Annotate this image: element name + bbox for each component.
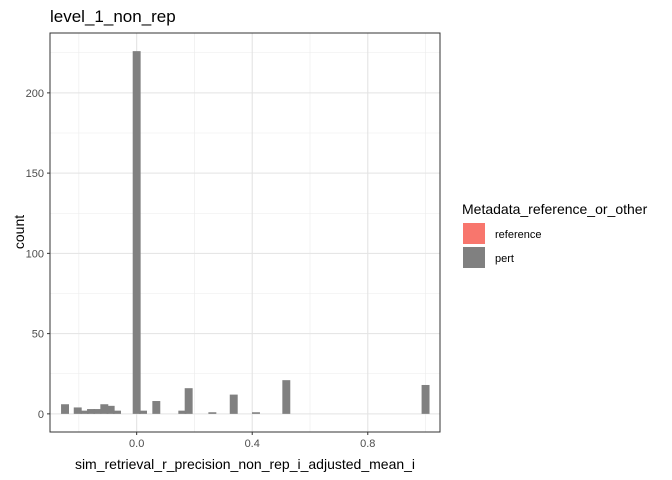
histogram-bar xyxy=(87,409,95,414)
legend-label-pert: pert xyxy=(495,253,514,265)
y-axis: 0 50 100 150 200 xyxy=(26,88,50,421)
legend-key-reference xyxy=(463,223,485,244)
histogram-bar xyxy=(208,412,217,414)
histogram-bar xyxy=(178,410,187,414)
histogram-bar xyxy=(100,404,109,414)
histogram-bar xyxy=(229,394,238,414)
y-tick-label: 50 xyxy=(32,329,44,341)
y-tick-label: 150 xyxy=(26,168,44,180)
panel-border xyxy=(49,32,441,433)
panel-background xyxy=(50,33,440,432)
legend-title: Metadata_reference_or_other xyxy=(462,201,648,217)
y-tick-label: 100 xyxy=(26,248,44,260)
histogram-bar xyxy=(152,401,161,414)
histogram-bar xyxy=(421,384,430,414)
plot-panel xyxy=(49,32,441,433)
histogram-bar xyxy=(61,404,69,414)
y-tick-label: 0 xyxy=(38,409,44,421)
x-tick-label: 0.8 xyxy=(360,438,375,450)
histogram-bar xyxy=(113,410,121,414)
x-tick-label: 0.0 xyxy=(129,438,144,450)
histogram-bar xyxy=(106,405,115,414)
histogram-bar xyxy=(282,380,291,414)
legend-key-pert xyxy=(463,247,485,268)
histogram-bar xyxy=(73,407,82,414)
x-axis: 0.0 0.4 0.8 xyxy=(129,432,375,450)
chart-title: level_1_non_rep xyxy=(50,7,176,26)
y-tick-label: 200 xyxy=(26,88,44,100)
legend-items: reference pert xyxy=(463,223,541,268)
histogram-bar xyxy=(80,410,89,414)
histogram-bars xyxy=(61,51,430,414)
x-tick-label: 0.4 xyxy=(245,438,260,450)
histogram-bar xyxy=(139,410,147,414)
histogram-bar xyxy=(132,51,141,414)
histogram-bar xyxy=(252,412,260,414)
legend-label-reference: reference xyxy=(495,229,541,241)
y-axis-title: count xyxy=(11,215,27,249)
x-axis-title: sim_retrieval_r_precision_non_rep_i_adju… xyxy=(75,456,415,472)
histogram-bar xyxy=(184,388,193,414)
minor-gridlines xyxy=(50,33,440,432)
legend: Metadata_reference_or_other reference per… xyxy=(462,201,648,268)
histogram-bar xyxy=(93,409,102,414)
